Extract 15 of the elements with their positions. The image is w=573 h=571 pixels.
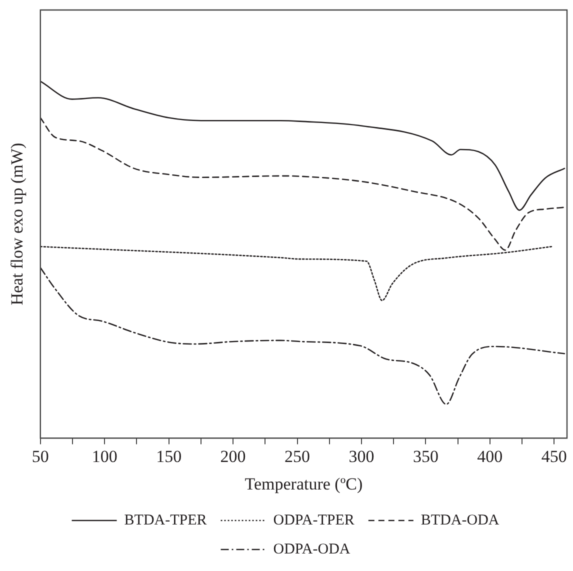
x-tick-label: 100 bbox=[92, 446, 118, 466]
y-axis-title: Heat flow exo up (mW) bbox=[8, 142, 27, 306]
x-tick-label: 350 bbox=[412, 446, 438, 466]
x-tick-label: 250 bbox=[284, 446, 310, 466]
legend-label: BTDA-TPER bbox=[124, 512, 207, 528]
legend-label: ODPA-ODA bbox=[273, 541, 350, 558]
legend-label: BTDA-ODA bbox=[420, 512, 500, 528]
x-tick-label: 200 bbox=[220, 446, 246, 466]
x-tick-label: 150 bbox=[156, 446, 182, 466]
x-tick-label: 300 bbox=[348, 446, 374, 466]
x-tick-label: 400 bbox=[477, 446, 503, 466]
x-tick-label: 50 bbox=[32, 446, 49, 466]
x-axis-title: Temperature (ºC) bbox=[244, 474, 363, 494]
legend-label: ODPA-TPER bbox=[273, 512, 354, 528]
x-tick-label: 450 bbox=[541, 446, 567, 466]
